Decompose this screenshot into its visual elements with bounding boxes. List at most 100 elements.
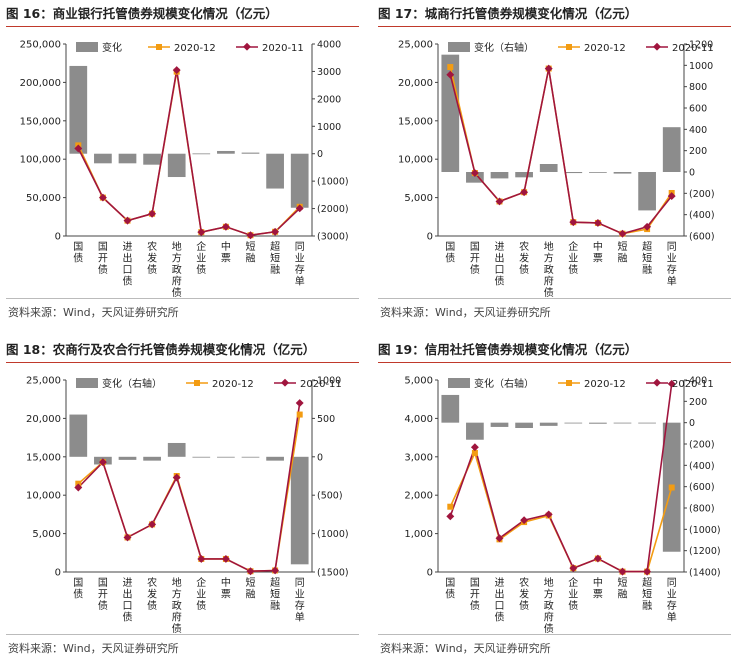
change-bar (217, 456, 235, 458)
nov-series-line (77, 402, 301, 573)
category-label: 农发债 (147, 576, 157, 612)
legend-nov-marker (653, 378, 661, 387)
category-label: 超短融 (270, 240, 280, 276)
category-label: 同业存单 (667, 577, 677, 624)
change-bar (638, 422, 656, 424)
dec-series-point (447, 503, 454, 510)
chart-source: 资料来源：Wind，天风证券研究所 (8, 306, 179, 319)
legend-dec-marker (156, 44, 162, 50)
nov-series-point (495, 197, 504, 206)
left-axis-tick-label: 0 (427, 232, 433, 243)
category-label: 进出口债 (123, 577, 133, 624)
category-label: 企业债 (568, 576, 578, 612)
category-label: 超短融 (642, 240, 652, 276)
category-label: 中票 (221, 576, 231, 601)
nov-series-point (98, 458, 107, 467)
right-axis-tick-label: 600 (689, 104, 707, 115)
nov-series-point (643, 567, 652, 576)
left-axis-tick-label: 0 (55, 568, 61, 579)
source-divider (378, 298, 731, 299)
change-bar (167, 442, 186, 457)
category-label: 国开债 (98, 577, 108, 612)
left-axis-tick-label: 15,000 (398, 116, 433, 127)
legend-nov-label: 2020-11 (262, 43, 304, 54)
chart-17: 0 5,000 10,000 15,000 20,000 25,000 (600) (400)… (398, 40, 715, 300)
left-axis-tick-label: 4,000 (404, 414, 433, 425)
legend-change-swatch (76, 378, 98, 388)
right-axis-tick-label: (3000) (317, 232, 349, 243)
legend-dec-label: 2020-12 (584, 43, 626, 54)
right-axis-tick-label: (1500) (317, 568, 349, 579)
category-label: 中票 (221, 240, 231, 265)
right-axis-tick-label: (1400) (689, 568, 721, 579)
nov-series-point (148, 209, 157, 218)
change-bar (564, 422, 583, 424)
category-label: 进出口债 (495, 577, 505, 624)
nov-series-point (197, 228, 206, 237)
right-axis-tick-label: 500 (317, 414, 335, 425)
legend-nov-label: 2020-11 (300, 379, 342, 390)
category-label: 短融 (246, 240, 256, 265)
category-label: 进出口债 (495, 241, 505, 288)
category-label: 农发债 (519, 576, 529, 612)
change-bar (217, 150, 235, 154)
left-axis-tick-label: 15,000 (26, 452, 61, 463)
legend-change-swatch (76, 42, 98, 52)
category-label: 农发债 (147, 240, 157, 276)
chart-panel-17: 图 17：城商行托管债券规模变化情况（亿元） 0 5,000 10,000 15,00… (372, 0, 737, 335)
right-axis-tick-label: (1000) (317, 177, 349, 188)
left-axis-tick-label: 200,000 (20, 78, 61, 89)
change-bar (638, 172, 656, 211)
right-axis-tick-label: 0 (317, 149, 323, 160)
dec-series-line (77, 414, 301, 573)
change-bar (241, 152, 260, 154)
legend-dec-label: 2020-12 (212, 379, 254, 390)
category-label: 短融 (246, 576, 256, 601)
right-axis-tick-label: 400 (689, 125, 707, 136)
nov-series-point (520, 188, 529, 197)
title-bar (378, 340, 731, 363)
change-bar (266, 456, 284, 461)
chart-panel-19: 图 19：信用社托管债券规模变化情况（亿元） 0 1,000 2,000 3,000 4… (372, 336, 737, 671)
source-divider (6, 298, 359, 299)
legend-change-swatch (448, 42, 470, 52)
right-axis-tick-label: 1000 (317, 122, 341, 133)
category-label: 进出口债 (123, 241, 133, 288)
right-axis-tick-label: 3000 (317, 67, 341, 78)
change-bar (515, 422, 533, 428)
change-bar (539, 164, 558, 172)
source-divider (6, 634, 359, 635)
category-label: 同业存单 (667, 241, 677, 288)
legend-change-label: 变化 (102, 41, 122, 54)
chart-16: 0 50,000 100,000 150,000 200,000 250,000 (3000… (20, 40, 349, 300)
change-bar (192, 456, 211, 458)
left-axis-tick-label: 50,000 (26, 193, 61, 204)
chart-title: 图 19：信用社托管债券规模变化情况（亿元） (378, 342, 638, 357)
category-label: 国债 (73, 241, 83, 265)
chart-title: 图 16：商业银行托管债券规模变化情况（亿元） (6, 6, 278, 21)
change-bar (490, 172, 509, 179)
nov-series-line (77, 69, 301, 237)
category-label: 地方政府债 (544, 576, 554, 635)
legend-nov-label: 2020-11 (672, 43, 714, 54)
title-bar (6, 340, 359, 363)
change-bar (266, 153, 284, 189)
nov-series-point (470, 443, 479, 452)
right-axis-tick-label: 200 (689, 146, 707, 157)
left-axis-tick-label: 20,000 (398, 78, 433, 89)
right-axis-tick-label: 800 (689, 82, 707, 93)
left-axis-tick-label: 100,000 (20, 155, 61, 166)
chart-19: 0 1,000 2,000 3,000 4,000 5,000 (1400) (1200) (1… (404, 376, 721, 636)
right-axis-tick-label: 2000 (317, 94, 341, 105)
nov-series-point (148, 520, 157, 529)
title-bar (6, 4, 359, 27)
nov-series-point (221, 222, 230, 231)
change-bar (613, 422, 632, 424)
category-label: 中票 (593, 240, 603, 265)
nov-series-point (643, 222, 652, 231)
right-axis-tick-label: (600) (689, 482, 715, 493)
change-bar (466, 172, 484, 183)
dec-series-point (668, 484, 675, 491)
left-axis-tick-label: 250,000 (20, 40, 61, 51)
change-bar (589, 172, 607, 173)
